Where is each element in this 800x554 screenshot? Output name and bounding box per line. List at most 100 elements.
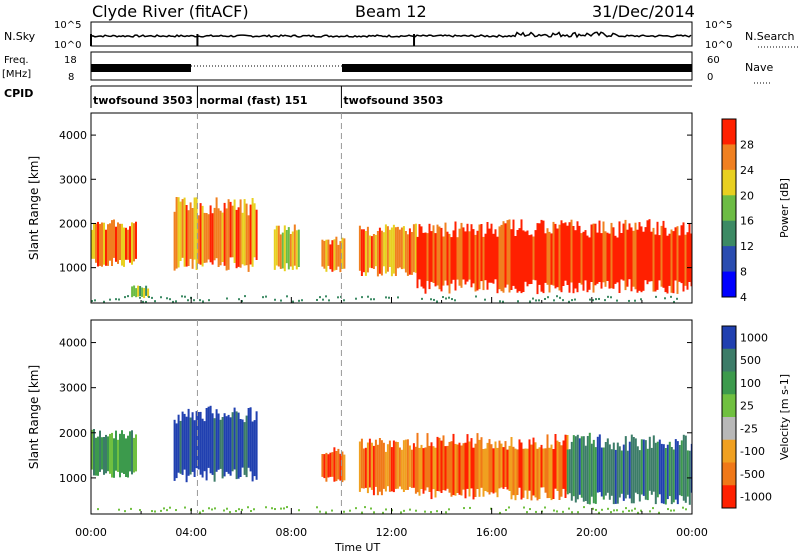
echo-cell (205, 213, 208, 263)
echo-cell (542, 220, 545, 294)
echo-cell (442, 296, 444, 299)
echo-cell (361, 296, 363, 299)
echo-cell (668, 441, 671, 497)
echo-cell (185, 205, 188, 267)
echo-cell (544, 448, 547, 493)
echo-cell (185, 416, 188, 483)
echo-cell (378, 227, 381, 274)
nsky-panel: N.Sky 10^5 10^0 10^5 10^0 N.Search (4, 20, 798, 51)
echo-cell (292, 300, 294, 303)
echo-cell (139, 296, 141, 299)
echo-cell (586, 235, 589, 293)
echo-cell (436, 510, 438, 513)
echo-cell (221, 417, 224, 479)
echo-cell (504, 441, 507, 487)
echo-cell (223, 509, 225, 512)
echo-cell (610, 222, 613, 289)
echo-cell (648, 219, 651, 282)
echo-cell (574, 436, 577, 503)
echo-cell (329, 244, 332, 270)
echo-cell (678, 235, 681, 282)
echo-cell (339, 241, 342, 273)
echo-cell (571, 299, 573, 302)
echo-cell (624, 219, 627, 291)
echo-cell (331, 452, 334, 477)
echo-cell (448, 508, 450, 511)
echo-cell (595, 298, 597, 301)
echo-cell (135, 434, 137, 472)
echo-cell (137, 285, 140, 297)
echo-cell (596, 232, 599, 284)
echo-cell (564, 222, 567, 281)
echo-cell (187, 299, 189, 302)
echo-cell (690, 233, 692, 287)
echo-cell (226, 297, 228, 300)
echo-cell (329, 452, 332, 477)
echo-cell (462, 443, 465, 490)
echo-cell (151, 296, 153, 299)
echo-cell (466, 223, 469, 282)
echo-cell (366, 226, 369, 273)
echo-cell (686, 450, 689, 497)
echo-cell (173, 211, 176, 271)
echo-cell (594, 223, 597, 286)
echo-cell (124, 296, 126, 299)
colorbar-swatch (722, 371, 736, 395)
echo-cell (414, 223, 417, 273)
echo-cell (510, 437, 513, 500)
nave-tick-low: 0 (707, 72, 713, 83)
echo-cell (148, 295, 150, 298)
echo-cell (572, 226, 575, 294)
echo-cell (568, 507, 570, 510)
echo-cell (325, 239, 328, 272)
echo-cell (662, 444, 665, 504)
echo-cell (327, 239, 330, 266)
echo-cell (331, 509, 333, 512)
y-axis-label: Slant Range [km] (27, 156, 41, 260)
echo-cell (376, 231, 379, 277)
echo-cell (460, 445, 463, 496)
echo-cell (588, 237, 591, 290)
echo-cell (327, 454, 330, 478)
colorbar-swatch (722, 169, 736, 196)
echo-cell (323, 454, 326, 479)
echo-cell (358, 225, 361, 271)
echo-cell (616, 299, 618, 302)
echo-cell (652, 227, 655, 292)
echo-cell (502, 300, 504, 303)
echo-cell (412, 443, 415, 488)
echo-cell (628, 299, 630, 302)
echo-cell (490, 507, 492, 510)
echo-cell (187, 210, 190, 266)
echo-cell (424, 447, 427, 491)
echo-cell (109, 298, 111, 301)
echo-cell (130, 507, 132, 510)
echo-cell (606, 232, 609, 281)
echo-cell (622, 444, 625, 501)
echo-cell (118, 508, 120, 511)
cpid-segment-label: twofsound 3503 (343, 94, 443, 107)
colorbar-swatch (722, 220, 736, 247)
echo-cell (642, 439, 645, 496)
echo-cell (604, 299, 606, 302)
echo-cell (424, 510, 426, 513)
echo-cell (416, 432, 419, 493)
colorbar-frame (721, 325, 737, 509)
echo-cell (226, 507, 228, 510)
echo-cell (658, 439, 661, 495)
echo-cell (682, 506, 684, 509)
echo-cell (468, 231, 471, 280)
colorbar-label: Velocity [m s-1] (778, 374, 791, 460)
echo-cell (673, 300, 675, 303)
echo-cell (428, 445, 431, 492)
nave-tick-high: 60 (707, 55, 720, 66)
echo-cell (245, 415, 248, 478)
echo-cell (172, 300, 174, 303)
echo-cell (183, 197, 186, 267)
echo-cell (145, 300, 147, 303)
echo-cell (339, 453, 342, 481)
echo-cell (524, 231, 527, 282)
echo-cell (608, 444, 611, 500)
echo-cell (406, 234, 409, 276)
